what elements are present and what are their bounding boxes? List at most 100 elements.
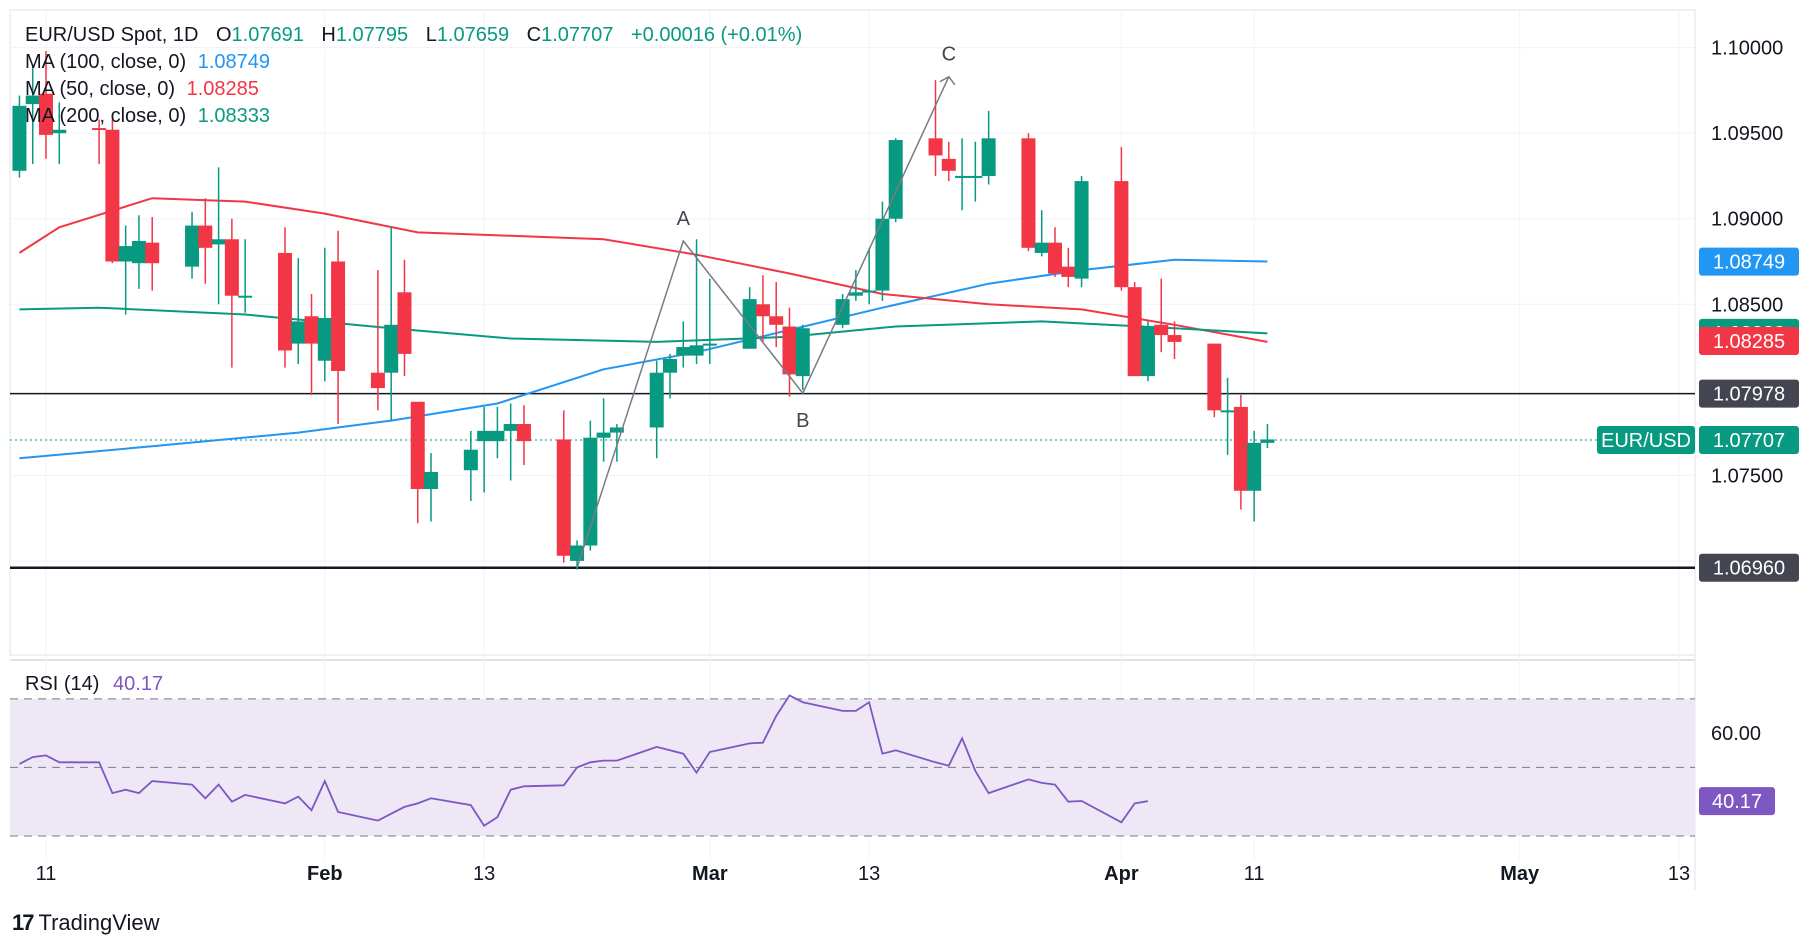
candle-body xyxy=(596,432,611,438)
candle-body xyxy=(477,430,492,442)
candle xyxy=(583,420,598,551)
candle xyxy=(609,424,624,462)
chart-legend: EUR/USD Spot, 1D O1.07691 H1.07795 L1.07… xyxy=(25,22,802,130)
rsi-line xyxy=(18,694,1149,827)
candle xyxy=(118,225,133,315)
ma-price-label-bg xyxy=(1699,327,1799,356)
ohlc-high: H1.07795 xyxy=(321,24,409,46)
candle xyxy=(941,141,956,182)
rsi-label: RSI (14) xyxy=(25,673,100,695)
candle-body xyxy=(277,252,292,351)
candle xyxy=(39,51,53,159)
candle-body xyxy=(1154,324,1169,336)
candle xyxy=(198,198,213,284)
level-price-label-bg xyxy=(1699,379,1799,408)
candle xyxy=(981,110,996,185)
pattern-point-label: C xyxy=(942,44,956,66)
candle xyxy=(477,406,492,493)
pattern-point-label: A xyxy=(677,208,691,230)
candle xyxy=(304,294,319,395)
symbol-tag-label: EUR/USD xyxy=(1601,430,1691,452)
candle-body xyxy=(370,372,385,389)
candle-body xyxy=(145,242,160,264)
moving-average-line xyxy=(19,258,1268,460)
current-price-label: 1.07707 xyxy=(1713,430,1785,452)
ma50-legend[interactable]: MA (50, close, 0) 1.08285 xyxy=(25,76,802,103)
time-tick-label: 13 xyxy=(1668,863,1690,885)
candle-body xyxy=(649,372,664,428)
ma-price-label: 1.08285 xyxy=(1713,331,1785,353)
candle xyxy=(105,119,120,264)
candle-body xyxy=(1247,442,1262,491)
candle-body xyxy=(424,471,439,490)
ma50-value: 1.08285 xyxy=(186,78,259,100)
ma50-label: MA (50, close, 0) xyxy=(25,78,176,100)
candle xyxy=(1167,321,1182,360)
ma200-value: 1.08333 xyxy=(197,105,271,127)
candle-body xyxy=(981,138,996,176)
candle-body xyxy=(862,290,877,293)
symbol-title[interactable]: EUR/USD Spot, 1D xyxy=(25,24,199,46)
price-tick-label: 1.09500 xyxy=(1711,123,1783,145)
level-price-label: 1.07978 xyxy=(1713,384,1785,406)
candle xyxy=(463,430,478,502)
candle-body xyxy=(928,138,943,156)
price-tick-label: 1.10000 xyxy=(1711,38,1783,60)
candle xyxy=(742,287,757,349)
ma-price-label-bg xyxy=(1699,247,1799,276)
candle xyxy=(1048,227,1063,277)
candle-body xyxy=(1220,410,1235,413)
rsi-tick-label: 60.00 xyxy=(1711,723,1761,745)
candle-body xyxy=(662,359,677,373)
time-tick-label: Mar xyxy=(692,863,728,885)
candle xyxy=(862,247,877,305)
candle xyxy=(238,239,253,313)
candle-body xyxy=(1233,406,1248,491)
candle xyxy=(556,410,571,563)
ma100-legend[interactable]: MA (100, close, 0) 1.08749 xyxy=(25,49,802,76)
tradingview-logo-icon: 17 xyxy=(12,910,35,935)
candle-body xyxy=(1074,181,1089,279)
tradingview-brand[interactable]: 17 TradingView xyxy=(12,910,160,936)
candle-body xyxy=(1260,439,1275,443)
candle xyxy=(52,102,67,164)
candle-body xyxy=(1140,326,1155,377)
ohlc-low: L1.07659 xyxy=(425,24,510,46)
candle-body xyxy=(131,240,146,264)
candle-body xyxy=(609,427,624,433)
candle xyxy=(224,218,239,368)
candle xyxy=(211,167,226,305)
rsi-current-label: 40.17 xyxy=(1712,791,1762,813)
candle xyxy=(1021,133,1036,252)
candle-body xyxy=(848,292,863,296)
candle xyxy=(1220,377,1235,455)
candle-body xyxy=(875,218,890,291)
candle xyxy=(1074,175,1089,288)
time-tick-label: 11 xyxy=(36,863,57,885)
candle-body xyxy=(702,343,717,346)
candle xyxy=(689,239,704,365)
time-tick-label: 13 xyxy=(473,863,495,885)
ma200-legend[interactable]: MA (200, close, 0) 1.08333 xyxy=(25,103,802,130)
candle xyxy=(596,398,611,462)
candle xyxy=(1233,394,1248,510)
candle xyxy=(490,406,505,459)
candle-body xyxy=(1127,287,1142,377)
candle-body xyxy=(463,449,478,471)
ohlc-open: O1.07691 xyxy=(215,24,304,46)
candle-body xyxy=(755,304,770,317)
rsi-legend[interactable]: RSI (14) 40.17 xyxy=(25,673,163,696)
candle-body xyxy=(1167,335,1182,342)
candle xyxy=(331,230,346,425)
candle-body xyxy=(503,424,518,431)
moving-average-line xyxy=(18,197,1268,343)
price-tick-label: 1.09000 xyxy=(1711,209,1783,231)
candle-body xyxy=(782,326,797,375)
current-price-label-bg xyxy=(1699,425,1799,454)
candle xyxy=(1114,146,1129,291)
price-tick-label: 1.08500 xyxy=(1711,294,1783,316)
candle xyxy=(662,353,677,399)
candle xyxy=(1247,430,1262,522)
candle xyxy=(848,270,863,301)
